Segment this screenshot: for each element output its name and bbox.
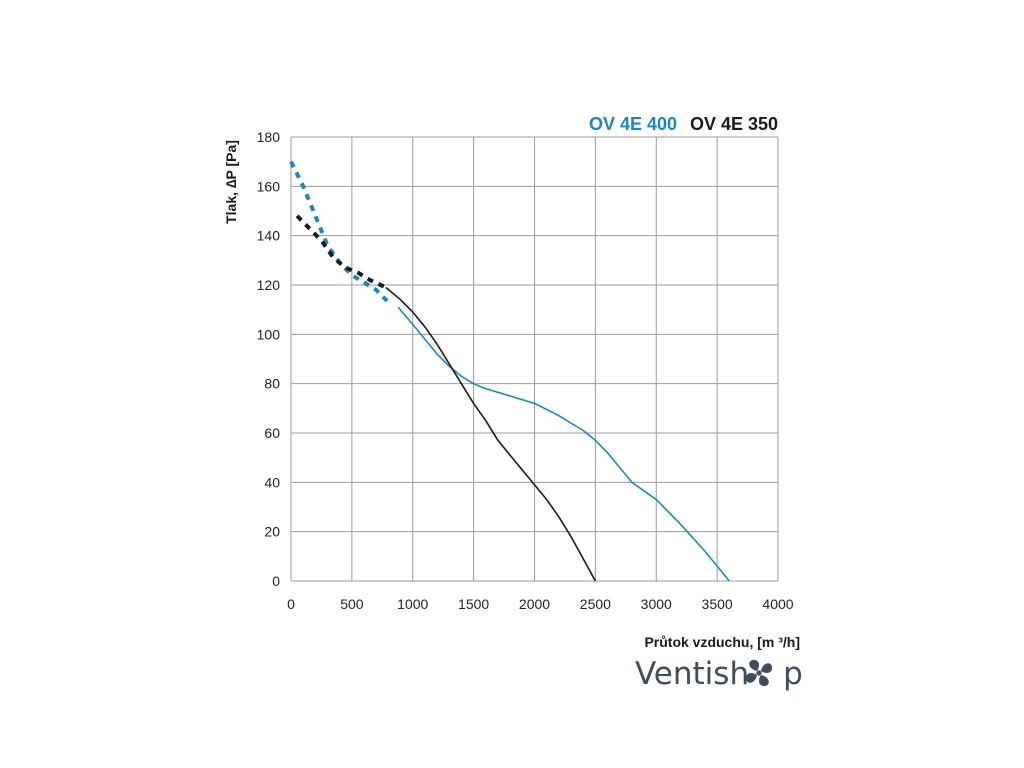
x-tick-label: 3000 (641, 596, 672, 612)
y-tick-label: 40 (264, 474, 280, 490)
y-tick-label: 60 (264, 425, 280, 441)
y-tick-label: 0 (272, 573, 280, 589)
legend-entry-ov-4e-400: OV 4E 400 (589, 114, 677, 134)
x-tick-label: 1500 (458, 596, 489, 612)
y-axis-label: Tlak, ∆P [Pa] (223, 140, 239, 224)
chart-series (289, 160, 730, 582)
series-line-0 (397, 306, 730, 582)
x-tick-label: 0 (287, 596, 295, 612)
y-tick-label: 20 (264, 524, 280, 540)
brand-name-right: p (783, 656, 803, 692)
y-tick-label: 160 (257, 178, 281, 194)
x-tick-label: 2000 (519, 596, 550, 612)
x-axis-ticks: 0 500 1000 1500 2000 2500 3000 3500 4000 (287, 596, 794, 612)
x-tick-label: 4000 (762, 596, 793, 612)
y-tick-label: 120 (257, 277, 281, 293)
x-tick-label: 500 (340, 596, 364, 612)
series-line-0-unstable (289, 160, 390, 304)
brand-name: Ventish p (635, 656, 803, 692)
series-line-1-unstable (295, 214, 387, 290)
brand-name-left: Ventish (635, 656, 749, 692)
brand-logo: Ventish p (635, 656, 803, 692)
chart-grid (290, 136, 779, 582)
y-tick-label: 180 (257, 129, 281, 145)
x-axis-label: Průtok vzduchu, [m ³/h] (644, 634, 800, 650)
series-line-1 (385, 286, 597, 582)
x-tick-label: 2500 (580, 596, 611, 612)
fan-icon (745, 659, 773, 687)
legend-entry-ov-4e-350: OV 4E 350 (690, 114, 778, 134)
y-tick-label: 140 (257, 228, 281, 244)
y-tick-label: 80 (264, 376, 280, 392)
x-tick-label: 1000 (397, 596, 428, 612)
y-axis-ticks: 0 20 40 60 80 100 120 140 160 180 (257, 129, 281, 589)
legend: OV 4E 400 OV 4E 350 (589, 114, 778, 134)
y-tick-label: 100 (257, 326, 281, 342)
x-tick-label: 3500 (702, 596, 733, 612)
